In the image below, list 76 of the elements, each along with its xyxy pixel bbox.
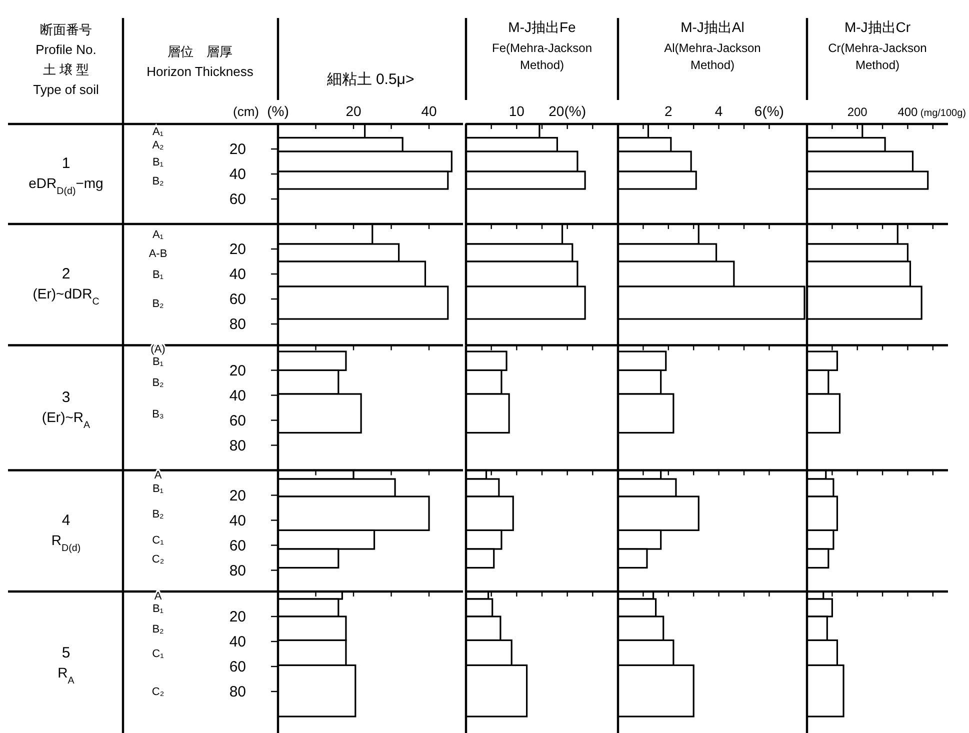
- y-tick-label: 60: [229, 658, 246, 676]
- text: C₂: [152, 553, 164, 566]
- chart-subtitle: Fe(Mehra-Jackson Method): [492, 41, 592, 72]
- y-tick-label: 80: [229, 684, 246, 700]
- chart-subtitle: Al(Mehra-Jackson Method): [664, 41, 761, 72]
- y-axis-title: (cm): [233, 104, 259, 119]
- text: 断面番号: [40, 22, 92, 37]
- text: 3: [62, 388, 70, 406]
- text: 層位 層厚: [168, 44, 232, 59]
- text: B₂: [152, 623, 164, 636]
- x-axis-title: 細粘土 0.5μ>: [326, 71, 414, 88]
- x-tick-label: 2: [664, 103, 672, 119]
- text: C₁: [152, 534, 164, 547]
- text: (A): [150, 343, 166, 356]
- y-tick-label: 60: [229, 191, 246, 208]
- y-tick-label: 80: [229, 316, 246, 333]
- x-tick-label: 10: [508, 103, 525, 119]
- y-tick-label: 80: [229, 562, 246, 580]
- text: 5: [62, 644, 70, 662]
- y-tick-label: 60: [229, 412, 246, 430]
- text: 4: [62, 512, 70, 529]
- chart-subtitle: Cr(Mehra-Jackson Method): [828, 41, 927, 72]
- text: A: [154, 470, 162, 482]
- chart-title: M-J抽出Al: [680, 19, 744, 35]
- text: B₁: [152, 156, 164, 168]
- text: B₂: [152, 508, 164, 520]
- y-tick-label: 80: [229, 437, 246, 454]
- x-tick-label: 20(%): [548, 103, 586, 119]
- text: B₂: [152, 175, 164, 188]
- text: (Er)~dDR$_{C}$: [32, 286, 100, 308]
- y-tick-label: 40: [229, 634, 246, 650]
- chart-title: M-J抽出Cr: [844, 19, 911, 35]
- x-axis-title: (mg/100g): [920, 108, 966, 119]
- text: A₁: [152, 229, 164, 241]
- y-tick-label: 20: [229, 241, 246, 258]
- text: A₁: [152, 126, 164, 138]
- text: Type of soil: [33, 82, 99, 97]
- text: B₂: [152, 298, 164, 310]
- y-tick-label: 20: [229, 362, 246, 380]
- x-tick-label: 6(%): [754, 103, 784, 119]
- chart-title: M-J抽出Fe: [508, 19, 576, 35]
- x-tick-label: (%): [267, 103, 289, 119]
- y-tick-label: 40: [229, 266, 246, 283]
- x-tick-label: 4: [714, 103, 723, 119]
- text: Profile No.: [36, 42, 96, 57]
- y-tick-label: 20: [229, 487, 246, 504]
- text: R$_{A}$: [58, 664, 75, 686]
- text: Horizon Thickness: [146, 64, 254, 79]
- text: C₂: [152, 686, 164, 698]
- y-tick-label: 60: [229, 537, 246, 554]
- text: B₂: [152, 377, 164, 390]
- text: 1: [62, 155, 70, 172]
- text: (Er)~R$_{A}$: [42, 408, 91, 430]
- text: B₁: [152, 269, 164, 281]
- x-tick-label: 400: [898, 105, 918, 119]
- text: R$_{D(d)}$: [51, 532, 81, 554]
- text: A: [154, 590, 162, 602]
- y-tick-label: 40: [229, 166, 246, 183]
- text: 2: [62, 266, 70, 283]
- x-tick-label: 40: [421, 103, 438, 119]
- text: B₃: [152, 408, 164, 420]
- text: 土 壌 型: [42, 62, 90, 77]
- text: B₁: [152, 602, 164, 615]
- text: B₁: [152, 482, 164, 495]
- y-tick-label: 60: [229, 291, 246, 308]
- x-tick-label: 20: [346, 103, 362, 119]
- y-tick-label: 40: [229, 387, 246, 404]
- x-tick-label: 200: [847, 105, 868, 119]
- y-tick-label: 40: [229, 512, 246, 530]
- text: A-B: [148, 248, 168, 260]
- text: A₂: [152, 140, 164, 152]
- text: eDR$_{D(d)}$−mg: [28, 175, 104, 196]
- y-tick-label: 20: [229, 141, 246, 158]
- text: C₁: [152, 648, 164, 660]
- y-tick-label: 20: [229, 608, 246, 626]
- text: B₁: [152, 356, 164, 368]
